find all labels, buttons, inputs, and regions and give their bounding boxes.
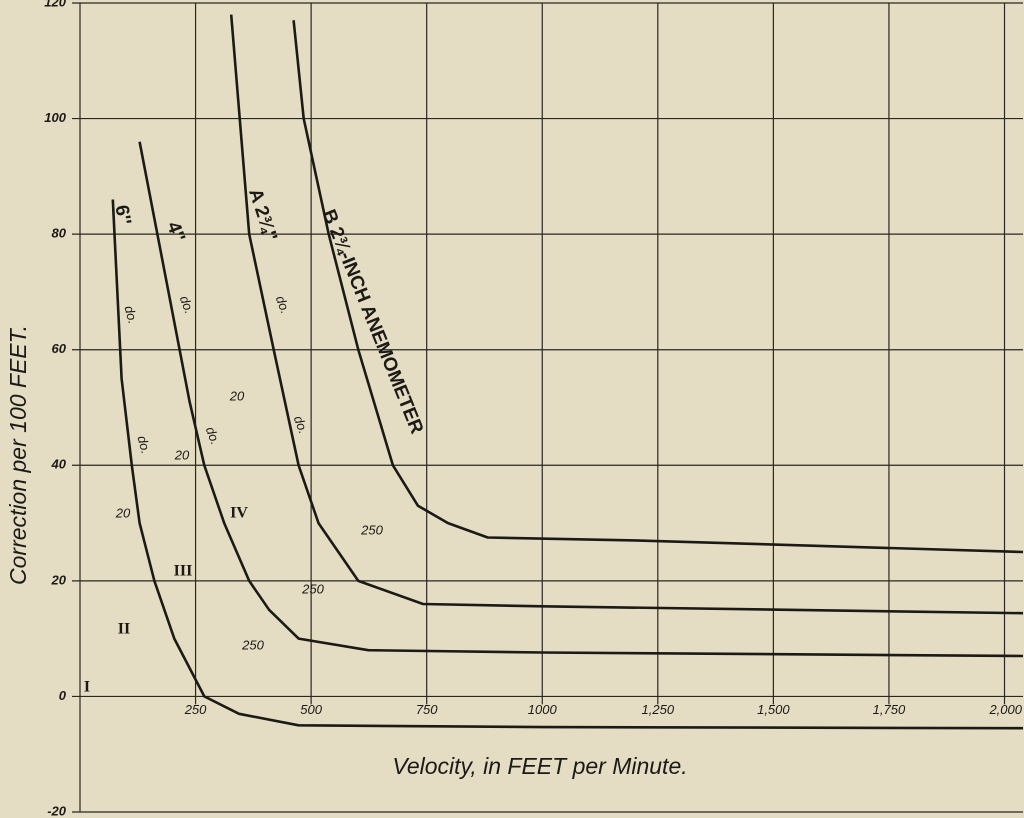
y-tick-label: 120 bbox=[44, 0, 66, 9]
annotation: I bbox=[84, 679, 90, 696]
y-tick-label: 20 bbox=[51, 572, 67, 587]
curve bbox=[292, 20, 1024, 554]
y-tick-label: 60 bbox=[52, 341, 67, 356]
annotation: B 2¾-INCH ANEMOMETER bbox=[318, 207, 427, 438]
x-tick-label: 2,000 bbox=[988, 702, 1022, 717]
x-tick-label: 750 bbox=[416, 702, 438, 717]
y-tick-label: 80 bbox=[52, 226, 67, 241]
x-tick-label: 500 bbox=[300, 702, 322, 717]
annotation: 20 bbox=[115, 505, 131, 520]
annotation: do. bbox=[203, 425, 223, 447]
x-tick-label: 1,750 bbox=[873, 702, 906, 717]
annotation: do. bbox=[177, 294, 197, 316]
x-axis-title: Velocity, in FEET per Minute. bbox=[392, 753, 687, 779]
annotation: 4'' bbox=[162, 219, 188, 245]
annotation: IV bbox=[230, 505, 248, 522]
annotation: 250 bbox=[241, 637, 264, 652]
y-tick-label: 40 bbox=[51, 457, 67, 472]
annotation: 6'' bbox=[110, 203, 134, 226]
annotation: II bbox=[118, 621, 130, 638]
x-tick-label: 250 bbox=[184, 702, 207, 717]
annotation: do. bbox=[291, 414, 311, 436]
curve bbox=[229, 14, 1024, 615]
annotation: III bbox=[174, 563, 193, 580]
y-axis-title: Correction per 100 FEET. bbox=[5, 325, 31, 585]
annotation: 250 bbox=[360, 522, 383, 537]
annotation: do. bbox=[134, 434, 153, 455]
curve bbox=[138, 141, 1024, 658]
annotation: 20 bbox=[174, 447, 190, 462]
annotation: do. bbox=[121, 304, 140, 325]
y-tick-label: -20 bbox=[47, 803, 67, 818]
annotation: 20 bbox=[229, 388, 245, 403]
y-tick-label: 100 bbox=[44, 110, 66, 125]
x-tick-label: 1,500 bbox=[757, 702, 790, 717]
y-tick-label: 0 bbox=[59, 688, 67, 703]
x-tick-label: 1000 bbox=[528, 702, 558, 717]
annotation: 250 bbox=[301, 581, 324, 596]
curve bbox=[111, 199, 1024, 730]
x-tick-label: 1,250 bbox=[642, 702, 675, 717]
annotation: do. bbox=[273, 294, 293, 316]
